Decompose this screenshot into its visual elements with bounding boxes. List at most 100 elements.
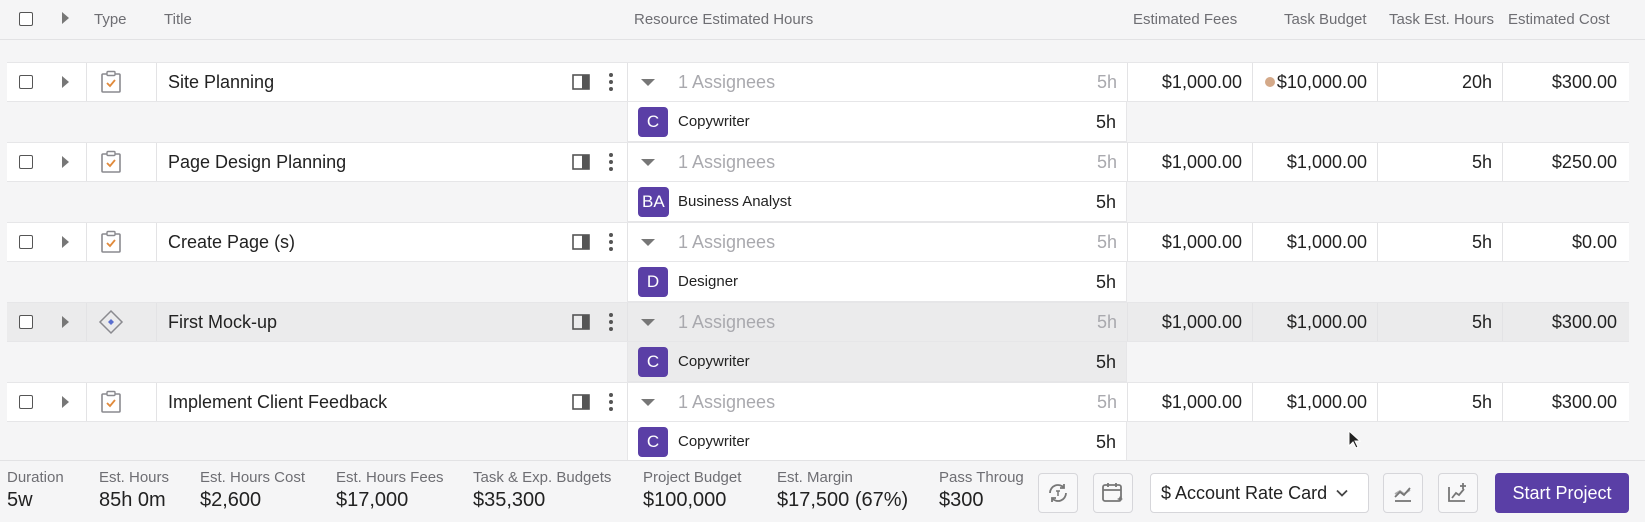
more-options-icon[interactable] (608, 143, 614, 181)
task-row[interactable]: Create Page (s) 1 Assignees 5h $1,000.00… (7, 222, 1629, 262)
task-row[interactable]: Site Planning 1 Assignees 5h $1,000.00 $… (7, 62, 1629, 102)
estimated-cost: $300.00 (1551, 391, 1617, 412)
task-est-hours[interactable]: 5h (1471, 391, 1492, 412)
assignee-role: Business Analyst (678, 193, 792, 210)
task-budget[interactable]: $10,000.00 (1252, 63, 1367, 101)
collapse-assignees-icon[interactable] (641, 398, 655, 406)
estimated-fees: $1,000.00 (1161, 151, 1242, 172)
task-budget[interactable]: $1,000.00 (1252, 303, 1367, 341)
estimated-cost: $250.00 (1551, 151, 1617, 172)
table-header: Type Title Resource Estimated Hours Esti… (0, 0, 1645, 40)
column-estimated-fees[interactable]: Estimated Fees (1133, 11, 1238, 28)
task-est-hours[interactable]: 5h (1471, 311, 1492, 332)
task-row[interactable]: First Mock-up 1 Assignees 5h $1,000.00 $… (7, 302, 1629, 342)
assignees-count[interactable]: 1 Assignees (678, 311, 776, 332)
assignee-cell[interactable]: C Copywriter 5h (627, 342, 1127, 382)
expand-row-icon[interactable] (62, 156, 69, 168)
task-budget-value: $1,000.00 (1286, 391, 1367, 412)
task-icon (98, 63, 124, 101)
task-budget[interactable]: $1,000.00 (1252, 223, 1367, 261)
column-task-budget[interactable]: Task Budget (1284, 11, 1367, 28)
rate-card-dropdown[interactable]: $ Account Rate Card (1150, 473, 1369, 513)
expand-row-icon[interactable] (62, 316, 69, 328)
side-panel-icon[interactable] (572, 63, 590, 101)
chevron-down-icon (1336, 489, 1348, 497)
assignee-hours[interactable]: 5h (1095, 272, 1116, 292)
column-type[interactable]: Type (94, 11, 127, 28)
expand-all-icon[interactable] (62, 12, 69, 24)
assignee-cell[interactable]: BA Business Analyst 5h (627, 182, 1127, 222)
task-title[interactable]: Create Page (s) (168, 231, 296, 252)
assignees-count[interactable]: 1 Assignees (678, 391, 776, 412)
mouse-cursor-icon (1348, 430, 1362, 449)
task-title[interactable]: Site Planning (168, 71, 275, 92)
task-budget[interactable]: $1,000.00 (1252, 143, 1367, 181)
column-title[interactable]: Title (164, 11, 192, 28)
assignee-row: C Copywriter 5h (7, 342, 1629, 382)
start-project-button[interactable]: Start Project (1495, 473, 1629, 513)
select-all-checkbox[interactable] (19, 12, 33, 26)
assignee-hours[interactable]: 5h (1095, 192, 1116, 212)
expand-row-icon[interactable] (62, 396, 69, 408)
row-checkbox[interactable] (19, 155, 33, 169)
stat-value: $35,300 (473, 489, 546, 511)
task-budget-value: $1,000.00 (1286, 311, 1367, 332)
row-checkbox[interactable] (19, 75, 33, 89)
assignee-hours[interactable]: 5h (1095, 112, 1116, 132)
summary-stat: Duration 5w (7, 469, 64, 512)
more-options-icon[interactable] (608, 383, 614, 421)
task-title[interactable]: Page Design Planning (168, 151, 347, 172)
row-checkbox[interactable] (19, 315, 33, 329)
task-est-hours[interactable]: 5h (1471, 151, 1492, 172)
expand-row-icon[interactable] (62, 76, 69, 88)
summary-stat: Pass Throug $300 (939, 469, 1024, 512)
add-chart-button[interactable] (1438, 473, 1478, 513)
stat-value: 85h 0m (99, 489, 166, 511)
column-resource-hours[interactable]: Resource Estimated Hours (634, 11, 814, 28)
column-estimated-cost[interactable]: Estimated Cost (1508, 11, 1610, 28)
stat-value: $17,500 (67%) (777, 489, 909, 511)
assignee-avatar: C (638, 107, 668, 137)
assignee-cell[interactable]: C Copywriter 5h (627, 422, 1127, 462)
estimated-cost: $300.00 (1551, 71, 1617, 92)
assignees-count[interactable]: 1 Assignees (678, 151, 776, 172)
more-options-icon[interactable] (608, 63, 614, 101)
assignee-hours[interactable]: 5h (1095, 432, 1116, 452)
task-row[interactable]: Implement Client Feedback 1 Assignees 5h… (7, 382, 1629, 422)
assignee-row: BA Business Analyst 5h (7, 182, 1629, 222)
collapse-assignees-icon[interactable] (641, 158, 655, 166)
task-title[interactable]: First Mock-up (168, 311, 278, 332)
estimated-cost: $0.00 (1571, 231, 1617, 252)
task-est-hours[interactable]: 5h (1471, 231, 1492, 252)
assignee-row: D Designer 5h (7, 262, 1629, 302)
expand-row-icon[interactable] (62, 236, 69, 248)
more-options-icon[interactable] (608, 223, 614, 261)
assignees-count[interactable]: 1 Assignees (678, 71, 776, 92)
assignee-hours[interactable]: 5h (1095, 352, 1116, 372)
assignees-count[interactable]: 1 Assignees (678, 231, 776, 252)
chart-add-icon (1448, 483, 1466, 502)
row-checkbox[interactable] (19, 235, 33, 249)
task-budget[interactable]: $1,000.00 (1252, 383, 1367, 421)
row-checkbox[interactable] (19, 395, 33, 409)
stat-label: Est. Hours Fees (336, 469, 444, 486)
assignee-cell[interactable]: D Designer 5h (627, 262, 1127, 302)
schedule-button[interactable] (1093, 473, 1133, 513)
stat-label: Est. Hours Cost (200, 469, 306, 486)
collapse-assignees-icon[interactable] (641, 318, 655, 326)
task-est-hours[interactable]: 20h (1461, 71, 1492, 92)
assignee-cell[interactable]: C Copywriter 5h (627, 102, 1127, 142)
side-panel-icon[interactable] (572, 303, 590, 341)
task-title[interactable]: Implement Client Feedback (168, 391, 388, 412)
sync-button[interactable] (1038, 473, 1078, 513)
side-panel-icon[interactable] (572, 143, 590, 181)
column-task-est-hours[interactable]: Task Est. Hours (1389, 11, 1495, 28)
chart-button[interactable] (1383, 473, 1423, 513)
task-row[interactable]: Page Design Planning 1 Assignees 5h $1,0… (7, 142, 1629, 182)
side-panel-icon[interactable] (572, 383, 590, 421)
estimated-fees: $1,000.00 (1161, 231, 1242, 252)
collapse-assignees-icon[interactable] (641, 78, 655, 86)
more-options-icon[interactable] (608, 303, 614, 341)
collapse-assignees-icon[interactable] (641, 238, 655, 246)
side-panel-icon[interactable] (572, 223, 590, 261)
